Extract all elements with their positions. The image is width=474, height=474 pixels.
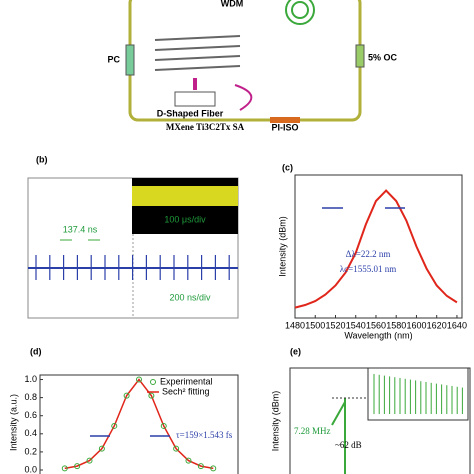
x-tick-label: 1580 bbox=[386, 320, 406, 330]
legend-label: Experimental bbox=[160, 376, 213, 386]
panel-label: (d) bbox=[30, 346, 42, 356]
data-point bbox=[86, 457, 93, 464]
data-point bbox=[111, 422, 118, 429]
y-tick-label: 1.0 bbox=[24, 374, 37, 384]
y-tick-label: 0.8 bbox=[24, 392, 37, 402]
data-point bbox=[185, 457, 192, 464]
label: WDM bbox=[221, 0, 244, 8]
fit-line bbox=[64, 378, 214, 470]
legend-label: Sech² fitting bbox=[162, 386, 210, 396]
annotation: 137.4 ns bbox=[63, 224, 98, 234]
data-point bbox=[136, 376, 142, 383]
data-point bbox=[61, 465, 68, 472]
inset-trace bbox=[132, 186, 238, 206]
mxene-layers bbox=[154, 35, 241, 71]
label: 5% OC bbox=[368, 52, 398, 62]
y-tick-label: 0.2 bbox=[24, 446, 37, 456]
legend-marker bbox=[150, 379, 156, 385]
x-tick-label: 1620 bbox=[427, 320, 447, 330]
x-tick-label: 1600 bbox=[406, 320, 426, 330]
oc bbox=[355, 44, 365, 68]
plot-frame bbox=[39, 374, 239, 474]
data-point bbox=[148, 392, 155, 399]
x-axis-label: Wavelength (nm) bbox=[344, 330, 412, 340]
arrow bbox=[331, 401, 346, 426]
x-tick-label: 1480 bbox=[285, 320, 305, 330]
annotation: 100 μs/div bbox=[164, 214, 206, 224]
panel-label: (e) bbox=[290, 346, 301, 356]
data-point bbox=[74, 463, 81, 470]
y-tick-label: 0.6 bbox=[24, 410, 37, 420]
coil bbox=[291, 1, 309, 19]
x-tick-label: 1500 bbox=[305, 320, 325, 330]
y-tick-label: 0.4 bbox=[24, 428, 37, 438]
data-point bbox=[98, 445, 105, 452]
annotation: λc=1555.01 nm bbox=[340, 264, 396, 274]
label: D-Shaped Fiber bbox=[157, 108, 224, 118]
x-tick-label: 1560 bbox=[366, 320, 386, 330]
pc bbox=[125, 44, 135, 76]
x-tick-label: 1520 bbox=[325, 320, 345, 330]
coil bbox=[285, 0, 315, 25]
panel-label: (c) bbox=[282, 162, 293, 172]
x-tick-label: 1540 bbox=[346, 320, 366, 330]
spectrum bbox=[294, 189, 458, 309]
label: MXene Ti3C2Tx SA bbox=[166, 122, 245, 132]
annotation: ~62 dB bbox=[335, 440, 362, 450]
x-tick-label: 1640 bbox=[447, 320, 467, 330]
d-fiber bbox=[174, 91, 216, 107]
panel-label: (b) bbox=[36, 154, 48, 164]
data-point bbox=[173, 445, 180, 452]
arrow bbox=[234, 84, 253, 111]
data-point bbox=[160, 422, 167, 429]
label: PI-ISO bbox=[271, 122, 298, 132]
annotation: 7.28 MHz bbox=[294, 426, 331, 436]
plot-frame bbox=[294, 174, 463, 319]
y-axis-label: Intensity (a.u.) bbox=[8, 394, 18, 451]
inset bbox=[367, 367, 469, 421]
data-point bbox=[123, 392, 130, 399]
y-tick-label: 0.0 bbox=[24, 464, 37, 474]
y-axis-label: Intensity (dBm) bbox=[270, 391, 280, 452]
label: PC bbox=[107, 54, 120, 64]
annotation: Δλ=22.2 nm bbox=[346, 249, 391, 259]
y-axis-label: Intensity (dBm) bbox=[277, 216, 287, 277]
annotation: 200 ns/div bbox=[169, 292, 211, 302]
isolator bbox=[270, 117, 300, 123]
data-point bbox=[197, 463, 204, 470]
annotation: τ=159×1.543 fs bbox=[176, 430, 233, 440]
data-point bbox=[210, 465, 217, 472]
